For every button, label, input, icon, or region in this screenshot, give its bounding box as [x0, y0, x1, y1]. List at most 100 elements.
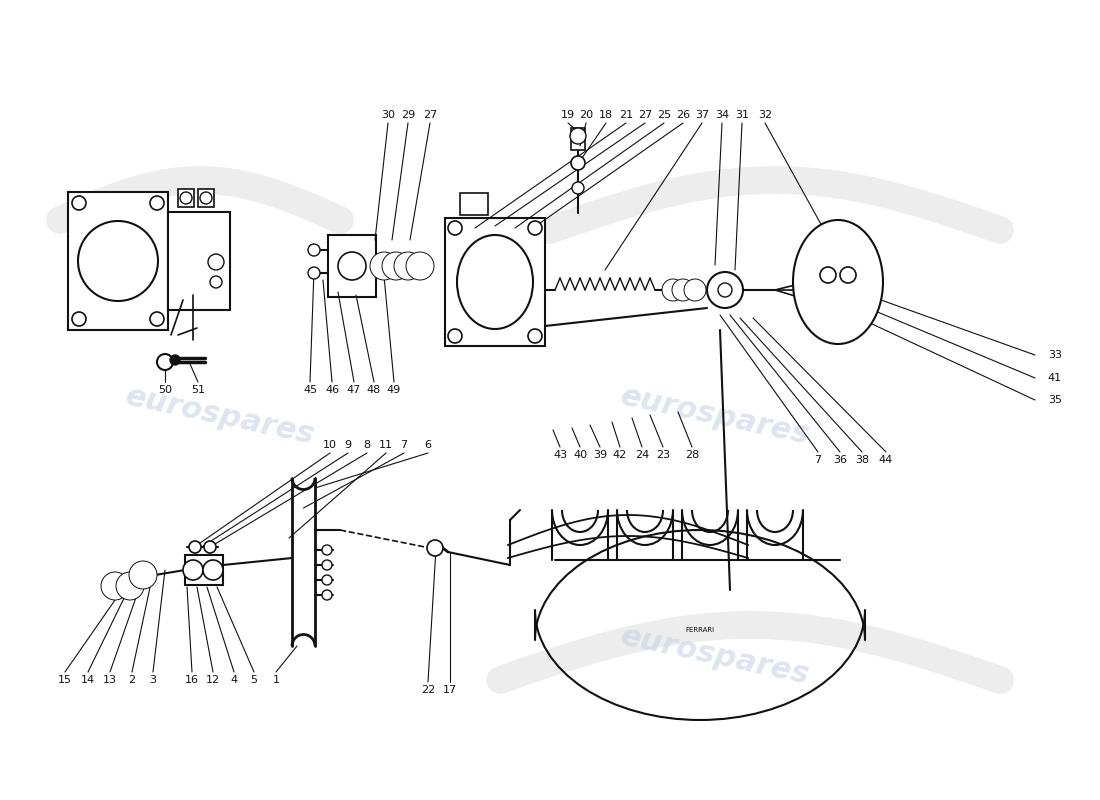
- Ellipse shape: [793, 220, 883, 344]
- Circle shape: [718, 283, 732, 297]
- Text: 44: 44: [879, 455, 893, 465]
- Circle shape: [150, 312, 164, 326]
- Text: 17: 17: [443, 685, 458, 695]
- Circle shape: [370, 252, 398, 280]
- Circle shape: [322, 560, 332, 570]
- Text: 33: 33: [1048, 350, 1062, 360]
- Circle shape: [376, 258, 392, 274]
- Circle shape: [72, 196, 86, 210]
- Circle shape: [662, 279, 684, 301]
- Bar: [198, 189, 214, 207]
- Circle shape: [400, 258, 416, 274]
- Circle shape: [676, 283, 690, 297]
- Text: 11: 11: [379, 440, 393, 450]
- Circle shape: [707, 272, 743, 308]
- Circle shape: [322, 545, 332, 555]
- Text: 7: 7: [400, 440, 408, 450]
- Circle shape: [183, 560, 204, 580]
- Circle shape: [840, 267, 856, 283]
- Circle shape: [688, 283, 702, 297]
- Text: 15: 15: [58, 675, 72, 685]
- Circle shape: [129, 561, 157, 589]
- Text: 19: 19: [561, 110, 575, 120]
- Text: 7: 7: [814, 455, 822, 465]
- Text: 4: 4: [230, 675, 238, 685]
- Circle shape: [382, 252, 410, 280]
- Text: 8: 8: [363, 440, 371, 450]
- Text: 23: 23: [656, 450, 670, 460]
- Circle shape: [572, 182, 584, 194]
- Text: 21: 21: [619, 110, 634, 120]
- Circle shape: [802, 297, 812, 307]
- Circle shape: [820, 267, 836, 283]
- Ellipse shape: [456, 235, 534, 329]
- Text: 37: 37: [695, 110, 710, 120]
- Circle shape: [134, 566, 152, 584]
- Circle shape: [72, 312, 86, 326]
- Text: 12: 12: [206, 675, 220, 685]
- Bar: [168, 212, 230, 310]
- Text: 1: 1: [273, 675, 279, 685]
- Text: 45: 45: [302, 385, 317, 395]
- Text: 26: 26: [675, 110, 690, 120]
- Circle shape: [802, 285, 812, 295]
- Text: 48: 48: [367, 385, 381, 395]
- Text: 6: 6: [425, 440, 431, 450]
- Text: FERRARI: FERRARI: [685, 627, 715, 633]
- Circle shape: [322, 575, 332, 585]
- Text: 46: 46: [324, 385, 339, 395]
- Bar: [446, 218, 544, 346]
- Circle shape: [394, 252, 422, 280]
- Circle shape: [570, 128, 586, 144]
- Bar: [460, 193, 488, 215]
- Text: 13: 13: [103, 675, 117, 685]
- Text: 40: 40: [573, 450, 587, 460]
- Text: eurospares: eurospares: [618, 622, 812, 690]
- Circle shape: [571, 156, 585, 170]
- Text: 42: 42: [613, 450, 627, 460]
- Text: 49: 49: [387, 385, 402, 395]
- Bar: [178, 189, 194, 207]
- Text: 32: 32: [758, 110, 772, 120]
- Circle shape: [448, 329, 462, 343]
- Circle shape: [528, 329, 542, 343]
- Text: 18: 18: [598, 110, 613, 120]
- Text: 34: 34: [715, 110, 729, 120]
- Circle shape: [528, 221, 542, 235]
- Circle shape: [210, 276, 222, 288]
- Circle shape: [78, 221, 158, 301]
- Circle shape: [116, 572, 144, 600]
- Circle shape: [666, 283, 680, 297]
- Text: 22: 22: [421, 685, 436, 695]
- Text: 20: 20: [579, 110, 593, 120]
- Text: 27: 27: [422, 110, 437, 120]
- Circle shape: [101, 572, 129, 600]
- Text: 41: 41: [1048, 373, 1063, 383]
- Circle shape: [204, 560, 223, 580]
- Circle shape: [208, 254, 224, 270]
- Bar: [185, 555, 223, 585]
- Text: 14: 14: [81, 675, 95, 685]
- Circle shape: [189, 541, 201, 553]
- Circle shape: [150, 196, 164, 210]
- Text: 36: 36: [833, 455, 847, 465]
- Circle shape: [802, 275, 812, 285]
- Circle shape: [684, 279, 706, 301]
- Text: 39: 39: [593, 450, 607, 460]
- Text: 51: 51: [191, 385, 205, 395]
- Circle shape: [180, 192, 192, 204]
- Text: 43: 43: [553, 450, 568, 460]
- Text: 16: 16: [185, 675, 199, 685]
- Text: eurospares: eurospares: [123, 382, 317, 450]
- Circle shape: [406, 252, 434, 280]
- Circle shape: [170, 355, 180, 365]
- Circle shape: [308, 267, 320, 279]
- Text: 2: 2: [129, 675, 135, 685]
- Text: 5: 5: [251, 675, 257, 685]
- Text: 29: 29: [400, 110, 415, 120]
- Circle shape: [672, 279, 694, 301]
- Text: 50: 50: [158, 385, 172, 395]
- Text: 27: 27: [638, 110, 652, 120]
- Text: 30: 30: [381, 110, 395, 120]
- Bar: [571, 128, 585, 150]
